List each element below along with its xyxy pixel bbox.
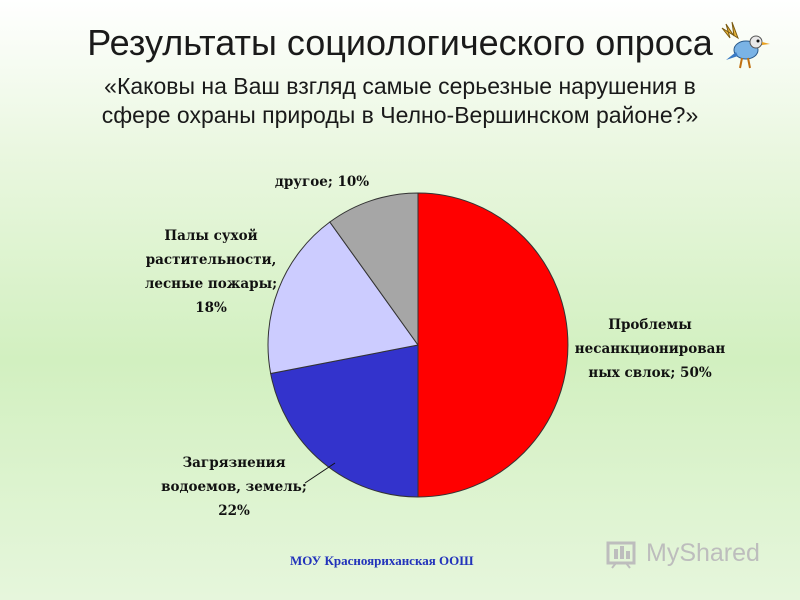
pie-slice-4: [329, 192, 419, 347]
pie-slice-3: [267, 221, 419, 375]
label-leaders: [304, 462, 336, 484]
slice-labels: Проблемы несанкционирован ных свлок; 50% За…: [145, 174, 725, 519]
subtitle-line-2: сфере охраны природы в Челно-Вершинском …: [101, 102, 699, 128]
myshared-watermark: MyShared: [606, 536, 760, 570]
pie-slices: [267, 192, 569, 498]
slice-label-1: Проблемы несанкционирован ных свлок; 50%: [575, 317, 726, 381]
bird-icon: [721, 21, 770, 69]
myshared-logo-icon: [606, 541, 636, 569]
school-footer: МОУ Краснояриханская ООШ: [290, 553, 474, 568]
label-leader-2: [304, 462, 336, 484]
subtitle-line-1: «Каковы на Ваш взгляд самые серьезные на…: [104, 73, 696, 99]
page-subtitle: «Каковы на Ваш взгляд самые серьезные на…: [40, 72, 760, 130]
slice-label-3: Палы сухой растительности, лесные пожары; 1…: [145, 228, 277, 316]
slice-label-4: другое; 10%: [275, 174, 369, 190]
pie-slice-2: [270, 344, 419, 498]
page-title: Результаты социологического опроса: [87, 22, 713, 63]
slice-label-2: Загрязнения водоемов, земель; 22%: [161, 455, 307, 519]
pie-slice-1: [417, 192, 569, 498]
myshared-brand-text: MyShared: [646, 538, 760, 567]
